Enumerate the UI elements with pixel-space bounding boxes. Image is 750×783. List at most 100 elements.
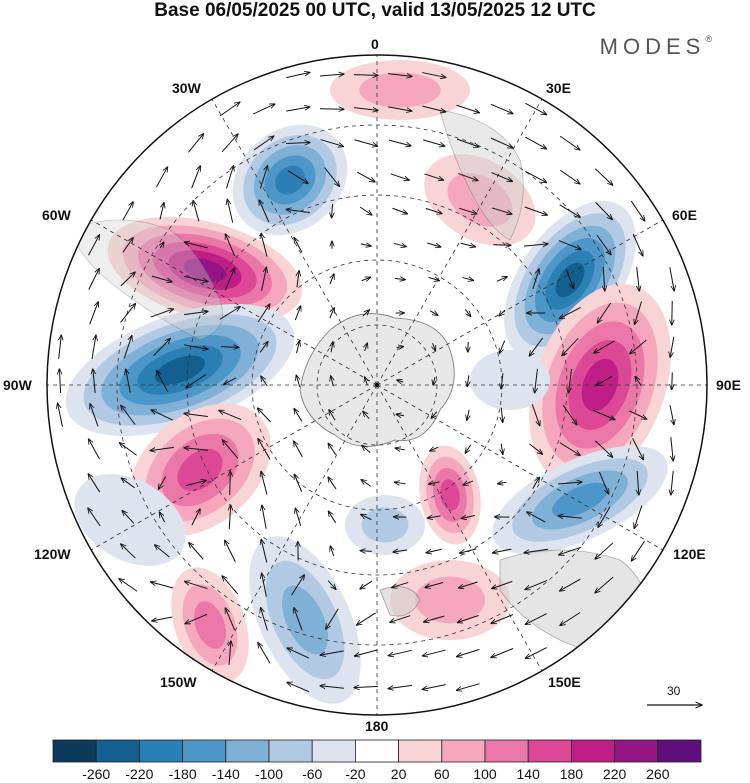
wind-arrow xyxy=(262,573,267,597)
wind-arrow xyxy=(219,102,240,117)
wind-arrow xyxy=(186,374,207,387)
wind-arrow xyxy=(525,579,548,589)
wind-arrow xyxy=(291,575,305,596)
colorbar-swatch xyxy=(441,739,486,763)
wind-arrow xyxy=(499,309,506,316)
wind-arrow xyxy=(388,74,412,77)
wind-arrow xyxy=(630,339,647,354)
wind-arrow xyxy=(225,608,236,631)
wind-arrow xyxy=(191,166,201,189)
wind-vectors xyxy=(58,72,675,693)
wind-arrow xyxy=(457,648,480,656)
wind-arrow xyxy=(185,581,208,590)
wind-arrow xyxy=(159,203,164,220)
wind-arrow xyxy=(219,307,240,320)
colorbar-tick-label: 60 xyxy=(434,766,450,782)
wind-arrow xyxy=(669,405,674,424)
wind-arrow xyxy=(88,269,100,290)
wind-arrow xyxy=(428,277,440,280)
wind-arrow xyxy=(422,649,446,656)
lon-label-30w: 30W xyxy=(172,80,201,96)
wind-arrow xyxy=(559,442,580,456)
wind-arrow xyxy=(525,170,546,182)
wind-arrow xyxy=(565,269,573,289)
wind-arrow xyxy=(356,171,375,182)
wind-arrow xyxy=(360,551,372,552)
colorbar-tick-label: 20 xyxy=(390,766,407,782)
wind-arrow xyxy=(632,233,643,256)
wind-arrow xyxy=(151,582,174,589)
wind-arrow xyxy=(393,550,408,552)
lon-label-90w: 90W xyxy=(3,377,32,393)
wind-arrow xyxy=(525,136,547,149)
wind-arrow xyxy=(390,615,411,623)
wind-arrow xyxy=(672,372,673,389)
wind-arrow xyxy=(287,170,308,184)
wind-arrow xyxy=(491,207,512,214)
wind-arrow xyxy=(150,446,174,450)
wind-arrow xyxy=(122,511,135,524)
wind-arrow xyxy=(294,441,303,458)
wind-arrow xyxy=(59,335,62,359)
anomaly-contour xyxy=(282,585,328,655)
wind-arrow xyxy=(184,448,208,451)
lon-label-120e: 120E xyxy=(673,546,706,562)
wind-arrow xyxy=(559,546,582,555)
wind-arrow xyxy=(261,267,267,291)
wind-arrow xyxy=(261,539,268,563)
landmass-layer xyxy=(69,109,647,651)
wind-arrow xyxy=(363,411,370,420)
wind-arrow xyxy=(158,476,167,490)
wind-arrow xyxy=(527,512,546,523)
wind-arrow xyxy=(422,72,446,78)
wind-arrow xyxy=(356,612,376,625)
wind-arrow xyxy=(189,543,204,560)
wind-arrow xyxy=(433,343,436,351)
wind-arrow xyxy=(491,614,514,624)
wind-arrow xyxy=(635,301,642,325)
colorbar-swatch xyxy=(225,739,270,763)
wind-arrow xyxy=(525,102,546,114)
colorbar-swatch xyxy=(95,739,140,763)
wind-arrow xyxy=(261,233,268,257)
anomaly-contour xyxy=(361,507,409,543)
colorbar-swatch xyxy=(657,739,702,763)
wind-arrow xyxy=(461,516,475,519)
wind-arrow xyxy=(331,342,333,353)
wind-arrow xyxy=(424,173,443,180)
colorbar-tick-label: -100 xyxy=(254,766,284,782)
meridian xyxy=(376,384,663,551)
wind-arrow xyxy=(224,268,234,291)
wind-arrow xyxy=(359,206,372,215)
wind-arrow xyxy=(361,480,372,487)
wind-arrow xyxy=(467,409,469,421)
anomaly-contour xyxy=(154,355,206,385)
wind-arrow xyxy=(595,576,614,593)
wind-arrow xyxy=(296,341,299,354)
registered-mark: ® xyxy=(705,34,712,44)
wind-arrow xyxy=(427,242,441,247)
wind-arrow xyxy=(395,482,406,484)
wind-arrow xyxy=(126,369,131,393)
wind-arrow xyxy=(230,471,231,496)
wind-arrow xyxy=(294,306,300,321)
wind-arrow xyxy=(425,207,442,213)
wind-arrow xyxy=(330,274,334,285)
wind-arrow xyxy=(458,581,478,588)
wind-arrow xyxy=(422,139,445,146)
anomaly-contour xyxy=(275,165,305,195)
wind-arrow xyxy=(296,375,299,388)
lon-label-0: 0 xyxy=(371,36,379,52)
wind-arrow xyxy=(637,267,640,291)
colorbar-tick-label: -180 xyxy=(168,766,197,782)
wind-arrow xyxy=(362,310,370,317)
wind-arrow xyxy=(558,482,582,484)
wind-arrow xyxy=(463,480,474,485)
wind-arrow xyxy=(392,581,409,587)
wind-arrow xyxy=(629,410,647,419)
colorbar-swatch xyxy=(354,739,399,763)
wind-arrow xyxy=(225,234,236,257)
wind-arrow xyxy=(597,302,612,323)
wind-arrow xyxy=(395,448,405,450)
antarctica xyxy=(299,313,455,447)
